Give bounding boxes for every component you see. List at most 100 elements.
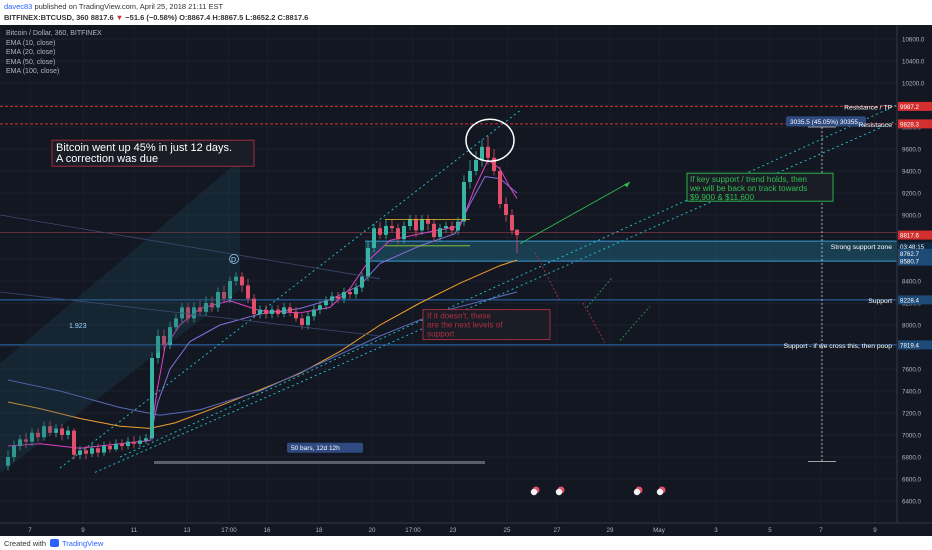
candle-body: [354, 287, 358, 295]
candles: [6, 135, 519, 471]
red-arrow-2: [582, 302, 606, 343]
chart-area[interactable]: 3035.5 (45.05%) 30355 50 bars, 12d 12h 1.9…: [0, 25, 932, 536]
event-icon-base: [656, 488, 664, 496]
legend-ema-20[interactable]: EMA (20, close): [6, 49, 56, 57]
candle-body: [36, 432, 40, 438]
candle-body: [306, 316, 310, 325]
price-tick-label: 10600.0: [902, 37, 925, 44]
price-marker-label: 8228.4: [900, 297, 919, 304]
price-tick-label: 7200.0: [902, 411, 921, 418]
candle-body: [186, 307, 190, 319]
legend-ema-10[interactable]: EMA (10, close): [6, 39, 56, 47]
price-axis-bg: [897, 25, 932, 523]
candle-body: [126, 441, 130, 446]
fan-line-a: [0, 214, 381, 280]
time-tick-label: 23: [450, 527, 457, 534]
candle-body: [432, 223, 436, 237]
candle-body: [108, 446, 112, 450]
price-marker: [898, 295, 932, 305]
candle-body: [282, 307, 286, 314]
price-chart[interactable]: 3035.5 (45.05%) 30355 50 bars, 12d 12h 1.9…: [0, 25, 932, 536]
candle-body: [438, 228, 442, 237]
event-icon-base: [530, 488, 538, 496]
red-note-line3: support: [427, 330, 455, 339]
change-value: −51.6 (−0.58%): [125, 13, 177, 22]
support-label: Support: [868, 298, 892, 305]
time-tick-label: 18: [316, 527, 323, 534]
candle-body: [294, 311, 298, 319]
time-tick-label: 27: [554, 527, 561, 534]
event-icon-base: [555, 488, 563, 496]
legend-ema-100[interactable]: EMA (100, close): [6, 68, 60, 76]
created-with-text: Created with: [4, 539, 47, 548]
candle-body: [420, 219, 424, 231]
candle-body: [324, 300, 328, 306]
candle-body: [6, 457, 10, 466]
candle-body: [504, 204, 508, 215]
candle-body: [60, 428, 64, 435]
candle-body: [174, 318, 178, 328]
candle-body: [390, 226, 394, 229]
candle-body: [258, 309, 262, 314]
candle-body: [234, 276, 238, 281]
candle-body: [492, 157, 496, 171]
time-tick-label: 17:00: [405, 527, 421, 534]
candle-body: [12, 446, 16, 457]
candle-body: [246, 285, 250, 299]
candle-body: [510, 215, 514, 231]
candle-body: [402, 226, 406, 240]
last-price: 8817.6: [90, 13, 114, 22]
green-arrow-1: [519, 181, 631, 244]
candle-body: [162, 336, 166, 345]
ema-50-line: [7, 259, 518, 429]
fib-fan-shade: [0, 160, 240, 474]
candle-body: [192, 307, 196, 319]
price-tick-label: 6400.0: [902, 499, 921, 506]
publish-line: davec83 published on TradingView.com, Ap…: [4, 2, 223, 11]
price-marker: [898, 256, 932, 266]
price-marker-label: 9987.2: [900, 104, 919, 111]
candle-body: [216, 292, 220, 308]
strong-support-label: Strong support zone: [831, 244, 892, 251]
red-arrow-1: [534, 252, 561, 302]
author-link[interactable]: davec83: [4, 2, 33, 11]
tradingview-link[interactable]: TradingView: [62, 539, 104, 548]
candle-body: [318, 305, 322, 310]
price-tick-label: 9200.0: [902, 191, 921, 198]
price-tick-label: 9000.0: [902, 213, 921, 220]
candle-body: [384, 226, 388, 235]
price-marker-label: 8817.6: [900, 233, 919, 240]
candle-body: [168, 327, 172, 345]
time-tick-label: 11: [131, 527, 138, 534]
green-note-box: [686, 172, 834, 202]
time-tick-label: May: [653, 527, 666, 534]
time-tick-label: 7: [819, 527, 823, 534]
price-tick-label: 9600.0: [902, 147, 921, 154]
candle-body: [120, 443, 124, 446]
candle-body: [24, 439, 28, 442]
green-arrow-1-head: [624, 182, 630, 188]
candle-body: [456, 221, 460, 231]
green-note-line1: If key support / trend holds, then: [690, 175, 807, 184]
candle-body: [450, 226, 454, 231]
candle-body: [252, 298, 256, 314]
red-note-line2: are the next levels of: [427, 321, 503, 330]
channel-upper-line: [59, 110, 521, 469]
time-tick-label: 3: [714, 527, 718, 534]
price-marker: [898, 119, 932, 129]
price-tick-label: 8400.0: [902, 279, 921, 286]
legend-ema-50[interactable]: EMA (50, close): [6, 58, 56, 66]
chart-legend: Bitcoin / Dollar, 360, BITFINEX EMA (10,…: [6, 29, 102, 77]
price-marker: [898, 248, 932, 258]
drawings: 3035.5 (45.05%) 30355 50 bars, 12d 12h 1.9…: [0, 104, 898, 496]
candle-body: [414, 219, 418, 231]
candle-body: [150, 358, 154, 439]
price-axis: 10600.010400.010200.010000.09800.09600.0…: [896, 25, 932, 523]
tradingview-logo-icon: [50, 539, 59, 547]
channel-lower-line: [94, 119, 898, 473]
footer: Created with TradingView: [0, 536, 932, 550]
candle-body: [330, 296, 334, 301]
legend-title: Bitcoin / Dollar, 360, BITFINEX: [6, 30, 102, 37]
event-icon-base: [633, 488, 641, 496]
fib-level-label: 1.923: [69, 323, 87, 330]
